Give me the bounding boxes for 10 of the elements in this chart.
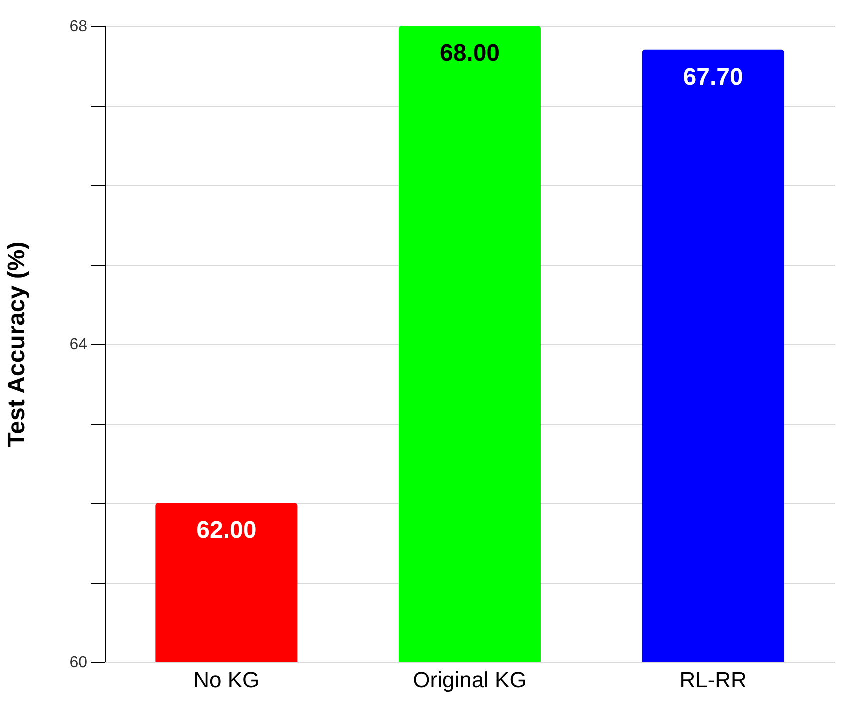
data-label: 68.00 [440,40,500,67]
data-label: 67.70 [683,64,744,91]
data-label: 62.00 [196,517,257,544]
x-tick-label: RL-RR [680,668,747,692]
x-tick-label: No KG [194,668,260,692]
x-tick-label: Original KG [413,668,527,692]
y-axis-title: Test Accuracy (%) [4,242,31,448]
y-tick-label: 60 [70,654,88,672]
y-tick-label: 68 [70,18,88,36]
y-tick-label: 64 [70,336,88,354]
